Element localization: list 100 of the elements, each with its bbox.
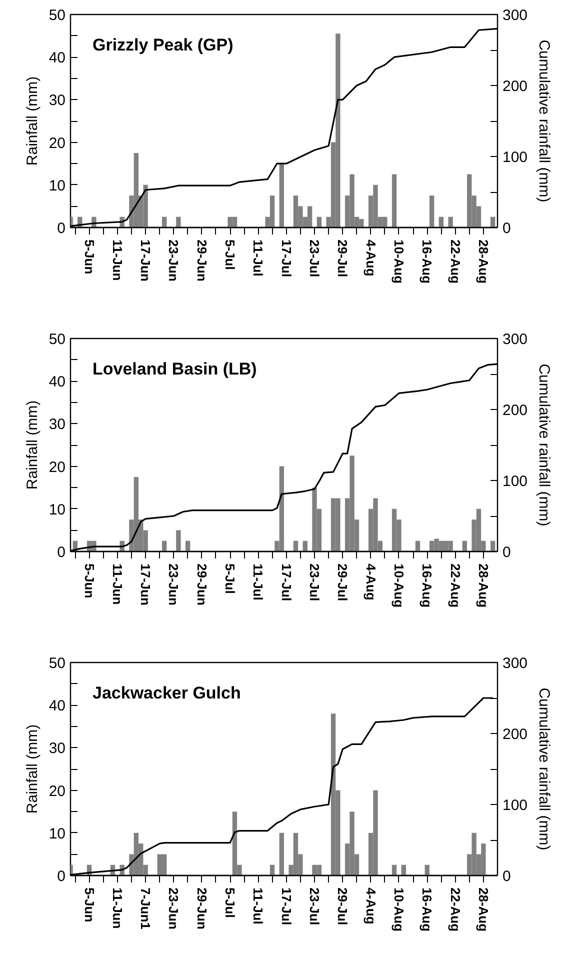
- x-tick-label: 17-Jul: [278, 564, 294, 602]
- y-axis-title: Rainfall (mm): [24, 724, 41, 814]
- bar: [270, 864, 275, 876]
- y-tick-label: 50: [48, 331, 66, 348]
- y-tick-label: 30: [48, 740, 66, 758]
- bar: [490, 216, 496, 228]
- x-tick-label: 10-Aug: [391, 888, 406, 932]
- y2-tick-label: 0: [502, 868, 511, 885]
- bar: [429, 196, 434, 228]
- x-tick-label: 16-Aug: [420, 564, 435, 608]
- x-tick-label: 7-Jun1: [138, 888, 154, 930]
- y-tick-label: 20: [48, 134, 66, 152]
- x-tick-label: 5-Jun: [82, 564, 97, 598]
- x-tick-label: 23-Jul: [307, 240, 322, 278]
- x-tick-label: 4-Aug: [363, 564, 378, 600]
- x-tick-label: 11-Jul: [250, 888, 266, 924]
- x-tick-label: 11-Jun: [110, 888, 125, 929]
- bar: [438, 216, 444, 228]
- bar: [316, 216, 322, 228]
- x-tick-label: 5-Jun: [82, 240, 97, 274]
- x-tick-label: 10-Aug: [391, 564, 406, 608]
- bar: [185, 540, 190, 552]
- x-tick-label: 17-Jul: [278, 888, 294, 926]
- y2-tick-label: 200: [502, 78, 528, 95]
- bar: [293, 540, 298, 552]
- y-axis-title: Rainfall (mm): [24, 400, 41, 490]
- text: Grizzly Peak (GP): [92, 36, 234, 54]
- x-tick-label: 4-Aug: [363, 888, 378, 924]
- bar: [462, 540, 467, 552]
- y-tick-label: 10: [48, 177, 66, 194]
- y2-tick-label: 0: [502, 544, 511, 561]
- y2-tick-label: 300: [502, 7, 528, 24]
- x-tick-label: 5-Jul: [222, 888, 238, 918]
- x-tick-label: 23-Jun: [166, 888, 182, 930]
- x-tick-label: 5-Jun: [82, 888, 97, 922]
- x-tick-label: 22-Aug: [448, 240, 463, 284]
- bar: [448, 216, 453, 228]
- y-tick-label: 40: [48, 50, 66, 67]
- x-tick-label: 10-Aug: [391, 240, 406, 284]
- bar: [307, 206, 312, 228]
- y2-tick-label: 100: [502, 797, 528, 814]
- x-tick-label: 17-Jun: [138, 564, 154, 606]
- text: Loveland Basin (LB): [92, 360, 257, 378]
- y-tick-label: 50: [48, 7, 66, 24]
- x-tick-label: 23-Jul: [307, 564, 322, 602]
- x-tick-label: 5-Jul: [222, 564, 238, 594]
- y-tick-label: 0: [57, 220, 66, 237]
- bar: [392, 864, 397, 876]
- bar: [424, 864, 430, 876]
- y2-tick-label: 300: [502, 655, 528, 672]
- x-tick-label: 17-Jul: [278, 240, 294, 278]
- x-tick-label: 29-Jul: [335, 888, 350, 926]
- x-tick-label: 11-Jun: [110, 564, 125, 605]
- y-tick-label: 40: [48, 698, 66, 715]
- bar: [176, 216, 181, 228]
- x-tick-label: 28-Aug: [476, 240, 491, 284]
- y2-axis-title: Cumulative rainfall (mm): [536, 40, 553, 202]
- x-tick-label: 29-Jun: [194, 888, 210, 930]
- bar: [176, 530, 181, 552]
- bar: [490, 540, 496, 552]
- y-tick-label: 20: [48, 782, 66, 800]
- x-tick-label: 11-Jul: [250, 564, 266, 600]
- x-tick-label: 23-Jun: [166, 564, 182, 606]
- y-tick-label: 30: [48, 416, 66, 434]
- bar: [415, 540, 420, 552]
- x-tick-label: 29-Jun: [194, 240, 210, 282]
- x-tick-label: 4-Aug: [363, 240, 378, 276]
- x-tick-label: 16-Aug: [420, 240, 435, 284]
- x-tick-label: 17-Jun: [138, 240, 154, 282]
- x-tick-label: 23-Jul: [307, 888, 322, 926]
- y-tick-label: 40: [48, 374, 66, 391]
- x-tick-label: 16-Aug: [420, 888, 435, 932]
- x-tick-label: 29-Jul: [335, 240, 350, 278]
- x-tick-label: 23-Jun: [166, 240, 182, 282]
- y2-tick-label: 100: [502, 473, 528, 490]
- x-tick-label: 28-Aug: [476, 888, 491, 932]
- x-tick-label: 11-Jul: [250, 240, 266, 276]
- x-tick-label: 28-Aug: [476, 564, 491, 608]
- bar: [279, 832, 284, 876]
- x-tick-label: 22-Aug: [448, 888, 463, 932]
- bar: [162, 216, 167, 228]
- bar: [302, 540, 308, 552]
- y-axis-title: Rainfall (mm): [24, 76, 41, 166]
- y2-tick-label: 0: [502, 220, 511, 237]
- bar: [162, 540, 167, 552]
- x-tick-label: 5-Jul: [222, 240, 238, 270]
- y-tick-label: 20: [48, 458, 66, 476]
- y-tick-label: 10: [48, 501, 66, 518]
- y2-tick-label: 200: [502, 726, 528, 743]
- x-tick-label: 22-Aug: [448, 564, 463, 608]
- x-tick-label: 29-Jun: [194, 564, 210, 606]
- x-tick-label: 11-Jun: [110, 240, 125, 281]
- y-tick-label: 30: [48, 92, 66, 110]
- y2-tick-label: 300: [502, 331, 528, 348]
- y-tick-label: 10: [48, 825, 66, 842]
- y-tick-label: 50: [48, 655, 66, 672]
- bar: [279, 164, 284, 228]
- y2-tick-label: 200: [502, 402, 528, 419]
- y2-axis-title: Cumulative rainfall (mm): [536, 364, 553, 526]
- text: Jackwacker Gulch: [92, 684, 241, 702]
